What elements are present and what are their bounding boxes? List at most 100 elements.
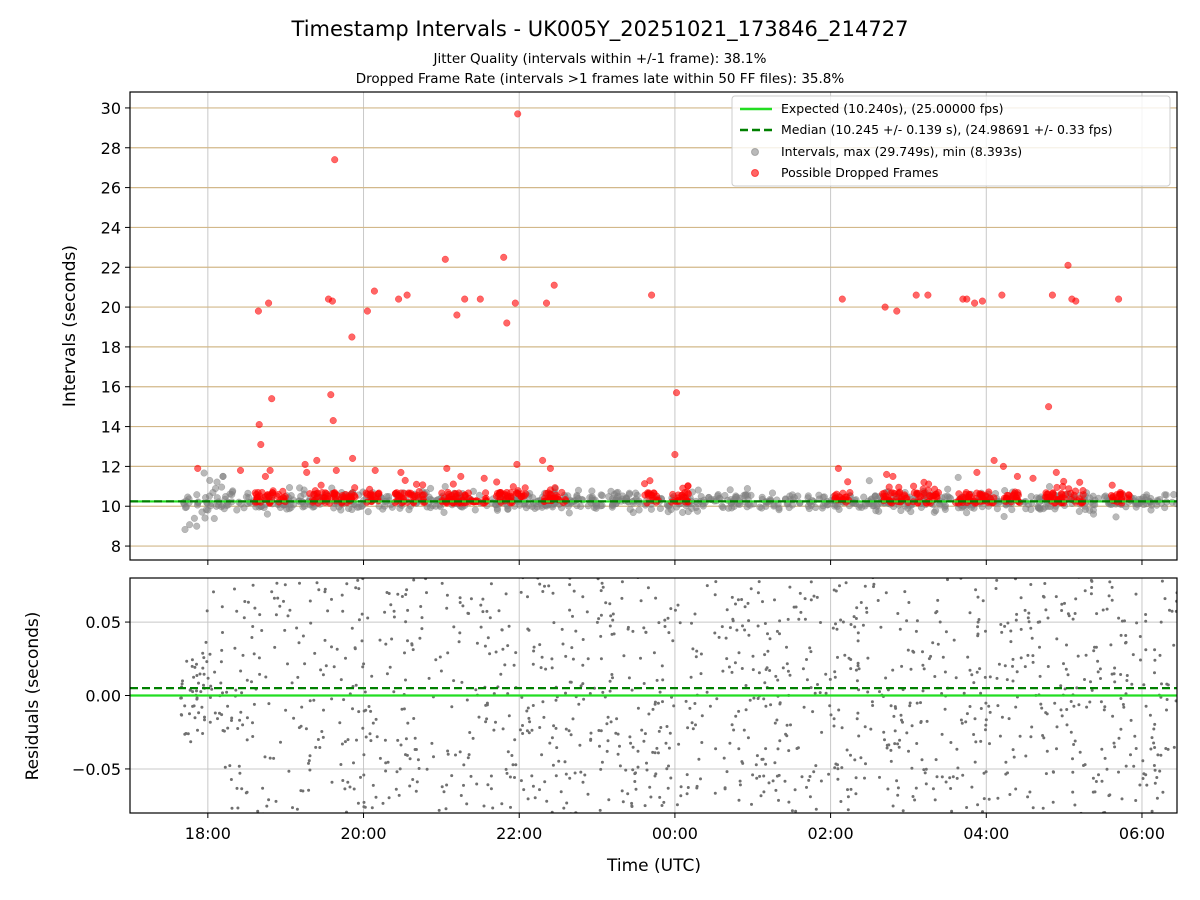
- residual-point: [660, 664, 664, 668]
- residual-point: [811, 710, 815, 714]
- residual-point: [1045, 749, 1049, 753]
- residual-point: [571, 657, 575, 661]
- residual-point: [339, 678, 343, 682]
- residual-point: [326, 609, 330, 613]
- residual-point: [367, 705, 371, 708]
- residual-point: [220, 648, 224, 652]
- residual-point: [1065, 643, 1068, 647]
- residual-point: [901, 720, 904, 724]
- residual-point: [501, 727, 505, 731]
- residual-point: [1019, 627, 1023, 631]
- dropped-frame-point: [1049, 489, 1057, 497]
- dropped-frame-point: [268, 395, 276, 403]
- residual-point: [538, 726, 542, 729]
- residual-point: [693, 702, 697, 705]
- residual-point: [1103, 756, 1107, 760]
- residual-point: [898, 738, 902, 742]
- residual-point: [300, 705, 304, 709]
- residual-point: [736, 598, 740, 602]
- residual-point: [984, 723, 988, 727]
- residual-point: [920, 758, 924, 762]
- residual-point: [765, 666, 769, 670]
- interval-point: [632, 489, 640, 497]
- residual-point: [887, 743, 891, 747]
- residual-point: [538, 582, 542, 586]
- residual-point: [1095, 612, 1099, 616]
- residual-point: [653, 751, 657, 755]
- residual-point: [897, 745, 901, 749]
- dropped-frame-point: [455, 489, 463, 497]
- residual-point: [643, 804, 647, 808]
- residual-point: [929, 654, 933, 658]
- residual-point: [220, 605, 224, 609]
- residual-point: [631, 629, 635, 633]
- residual-point: [538, 788, 541, 792]
- residual-point: [398, 767, 402, 771]
- residual-point: [251, 625, 255, 628]
- residual-point: [1120, 797, 1124, 801]
- residual-point: [630, 805, 634, 808]
- residual-point: [554, 726, 558, 730]
- residual-point: [519, 590, 523, 594]
- residual-point: [893, 742, 897, 746]
- residual-point: [1084, 653, 1088, 657]
- residual-point: [541, 700, 545, 704]
- residual-point: [717, 635, 721, 639]
- residual-point: [1038, 645, 1041, 649]
- residual-point: [412, 717, 416, 720]
- residual-point: [1141, 759, 1145, 763]
- residual-point: [219, 681, 223, 685]
- residual-point: [297, 641, 301, 645]
- residual-point: [663, 625, 667, 628]
- residual-point: [204, 640, 208, 644]
- interval-point: [635, 506, 643, 514]
- residual-point: [819, 621, 822, 624]
- residual-point: [844, 581, 848, 585]
- residual-point: [853, 758, 857, 762]
- residual-point: [891, 804, 895, 808]
- residual-point: [742, 728, 746, 732]
- residual-point: [474, 688, 478, 692]
- x-axis-label: Time (UTC): [606, 856, 701, 876]
- residual-point: [201, 651, 205, 655]
- residual-point: [658, 690, 662, 694]
- residual-point: [872, 582, 876, 586]
- residual-point: [746, 601, 750, 605]
- residual-point: [952, 638, 956, 642]
- residual-point: [679, 785, 683, 789]
- residual-point: [794, 809, 798, 813]
- residual-point: [1083, 678, 1086, 681]
- residual-point: [649, 795, 653, 799]
- residual-point: [750, 802, 753, 806]
- residual-point: [1019, 596, 1023, 600]
- residual-point: [492, 728, 496, 732]
- residual-point: [599, 634, 603, 638]
- residual-point: [454, 753, 457, 757]
- dropped-frame-point: [834, 464, 842, 472]
- residual-point: [181, 679, 184, 683]
- residual-point: [371, 783, 375, 787]
- residual-point: [995, 676, 999, 680]
- residual-point: [581, 595, 585, 599]
- residual-point: [539, 666, 543, 670]
- residual-point: [685, 792, 689, 796]
- residual-point: [477, 715, 481, 719]
- dropped-frame-point: [256, 492, 264, 500]
- residual-point: [238, 718, 242, 722]
- residual-point: [978, 667, 982, 671]
- residual-point: [921, 689, 925, 693]
- residual-point: [852, 615, 856, 619]
- interval-point: [719, 503, 727, 512]
- top-y-ticks: 8 10 12 14 16 18 20 22 24 26 28 30: [101, 99, 130, 556]
- residual-point: [1098, 667, 1102, 671]
- residual-point: [1055, 747, 1058, 751]
- residual-point: [1148, 713, 1152, 717]
- residual-point: [1158, 653, 1162, 657]
- residual-point: [776, 678, 780, 682]
- residual-point: [1103, 705, 1107, 709]
- residual-point: [1130, 682, 1134, 686]
- residual-point: [486, 783, 490, 787]
- residual-point: [533, 796, 537, 800]
- residual-point: [1039, 702, 1043, 706]
- residual-point: [1150, 736, 1154, 740]
